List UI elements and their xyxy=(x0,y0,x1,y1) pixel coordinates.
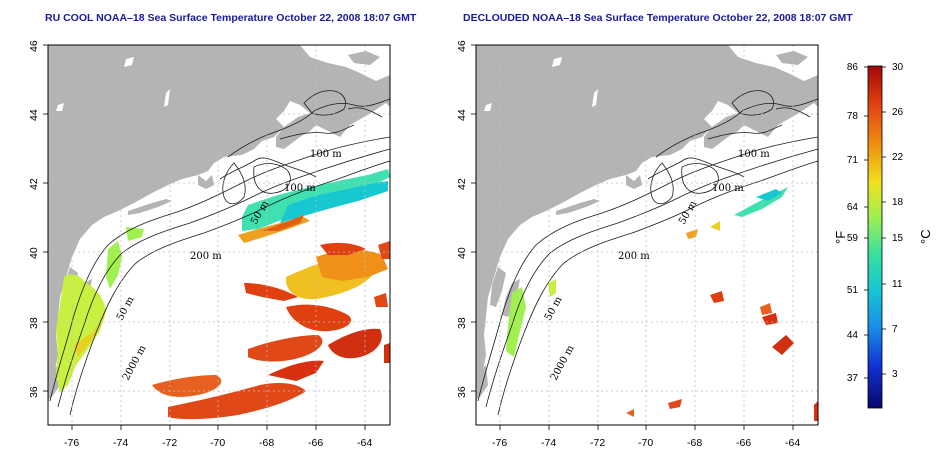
right-y-axis xyxy=(471,44,476,392)
left-x-tick: -68 xyxy=(259,437,274,449)
left-sst-data xyxy=(56,169,390,420)
left-map-title: RU COOL NOAA–18 Sea Surface Temperature … xyxy=(45,12,417,24)
colorbar-f-tick: 59 xyxy=(847,233,859,244)
left-x-tick: -64 xyxy=(357,437,372,449)
left-y-tick: 46 xyxy=(28,40,40,52)
left-x-tick: -70 xyxy=(210,437,225,449)
right-y-tick: 36 xyxy=(456,386,468,398)
right-x-tick: -70 xyxy=(638,437,653,449)
colorbar-fahrenheit-unit: °F xyxy=(833,231,848,244)
colorbar-celsius-unit: °C xyxy=(918,229,933,244)
right-map-panel: 100 m 100 m 50 m 200 m 50 m 2000 m xyxy=(475,44,819,426)
right-x-axis xyxy=(499,425,794,430)
contour-label-100m-a: 100 m xyxy=(310,149,342,160)
right-y-tick: 38 xyxy=(456,317,468,329)
temperature-colorbar: 86 78 71 64 59 51 44 37 30 26 22 18 15 1… xyxy=(833,62,933,409)
left-y-tick: 38 xyxy=(28,317,40,329)
colorbar-f-tick: 86 xyxy=(847,62,859,73)
colorbar-c-tick: 18 xyxy=(892,197,904,208)
colorbar-c-tick: 3 xyxy=(892,369,898,380)
colorbar-c-tick: 26 xyxy=(892,107,904,118)
left-x-axis xyxy=(71,425,366,430)
right-y-tick: 42 xyxy=(456,178,468,190)
left-map-panel: 100 m 100 m 50 m 200 m 50 m 2000 m xyxy=(47,44,391,426)
left-x-tick: -72 xyxy=(162,437,177,449)
colorbar-c-tick: 15 xyxy=(892,233,904,244)
right-x-tick: -72 xyxy=(590,437,605,449)
colorbar-f-tick: 51 xyxy=(847,285,859,296)
left-x-tick: -66 xyxy=(308,437,323,449)
contour-label-100m-b: 100 m xyxy=(284,183,316,194)
left-y-tick: 44 xyxy=(28,109,40,121)
left-x-tick: -76 xyxy=(64,437,79,449)
colorbar-f-tick: 37 xyxy=(847,373,859,384)
contour-label-100m-a: 100 m xyxy=(738,149,770,160)
left-y-tick: 42 xyxy=(28,178,40,190)
right-map-title: DECLOUDED NOAA–18 Sea Surface Temperatur… xyxy=(463,12,853,24)
colorbar-f-tick: 44 xyxy=(847,330,859,341)
contour-label-200m: 200 m xyxy=(190,251,222,262)
colorbar-c-tick: 30 xyxy=(892,62,904,73)
right-x-tick: -66 xyxy=(736,437,751,449)
left-x-tick: -74 xyxy=(113,437,128,449)
right-x-tick: -64 xyxy=(785,437,800,449)
contour-label-100m-b: 100 m xyxy=(712,183,744,194)
contour-label-200m: 200 m xyxy=(618,251,650,262)
right-x-tick: -68 xyxy=(687,437,702,449)
right-y-tick: 40 xyxy=(456,247,468,259)
left-y-tick: 40 xyxy=(28,247,40,259)
left-y-axis xyxy=(43,44,48,392)
right-x-tick: -74 xyxy=(541,437,556,449)
right-y-tick: 44 xyxy=(456,109,468,121)
right-x-tick: -76 xyxy=(492,437,507,449)
colorbar-f-tick: 64 xyxy=(847,202,859,213)
colorbar-c-tick: 22 xyxy=(892,152,904,163)
colorbar-c-tick: 11 xyxy=(892,279,903,290)
colorbar-f-tick: 71 xyxy=(847,155,859,166)
right-y-tick: 46 xyxy=(456,40,468,52)
colorbar-c-tick: 7 xyxy=(892,324,898,335)
left-y-tick: 36 xyxy=(28,386,40,398)
colorbar-f-tick: 78 xyxy=(847,111,859,122)
